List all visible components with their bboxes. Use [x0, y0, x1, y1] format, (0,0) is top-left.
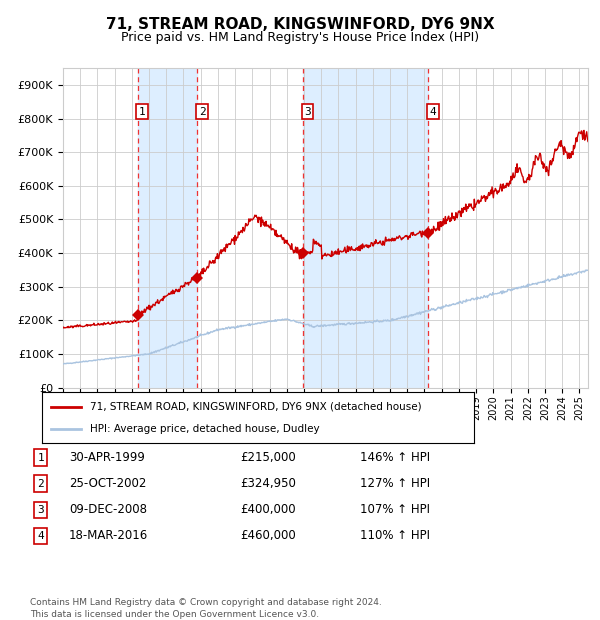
- Text: £460,000: £460,000: [240, 529, 296, 542]
- Text: 09-DEC-2008: 09-DEC-2008: [69, 503, 147, 516]
- Text: Contains HM Land Registry data © Crown copyright and database right 2024.
This d: Contains HM Land Registry data © Crown c…: [30, 598, 382, 619]
- Text: £215,000: £215,000: [240, 451, 296, 464]
- Text: 2: 2: [37, 479, 44, 489]
- Text: 30-APR-1999: 30-APR-1999: [69, 451, 145, 464]
- Text: 146% ↑ HPI: 146% ↑ HPI: [360, 451, 430, 464]
- Text: 71, STREAM ROAD, KINGSWINFORD, DY6 9NX: 71, STREAM ROAD, KINGSWINFORD, DY6 9NX: [106, 17, 494, 32]
- Bar: [303, 68, 428, 388]
- Text: 18-MAR-2016: 18-MAR-2016: [69, 529, 148, 542]
- Text: 3: 3: [37, 505, 44, 515]
- Text: 107% ↑ HPI: 107% ↑ HPI: [360, 503, 430, 516]
- Text: 1: 1: [37, 453, 44, 463]
- Bar: [137, 68, 197, 388]
- Text: 4: 4: [430, 107, 436, 117]
- Text: 1: 1: [139, 107, 146, 117]
- Text: 2: 2: [199, 107, 206, 117]
- Text: £324,950: £324,950: [240, 477, 296, 490]
- Text: 71, STREAM ROAD, KINGSWINFORD, DY6 9NX (detached house): 71, STREAM ROAD, KINGSWINFORD, DY6 9NX (…: [89, 402, 421, 412]
- Text: 110% ↑ HPI: 110% ↑ HPI: [360, 529, 430, 542]
- Text: 25-OCT-2002: 25-OCT-2002: [69, 477, 146, 490]
- Text: Price paid vs. HM Land Registry's House Price Index (HPI): Price paid vs. HM Land Registry's House …: [121, 31, 479, 44]
- Text: 4: 4: [37, 531, 44, 541]
- Text: £400,000: £400,000: [240, 503, 296, 516]
- Text: 3: 3: [304, 107, 311, 117]
- Text: HPI: Average price, detached house, Dudley: HPI: Average price, detached house, Dudl…: [89, 424, 319, 434]
- Text: 127% ↑ HPI: 127% ↑ HPI: [360, 477, 430, 490]
